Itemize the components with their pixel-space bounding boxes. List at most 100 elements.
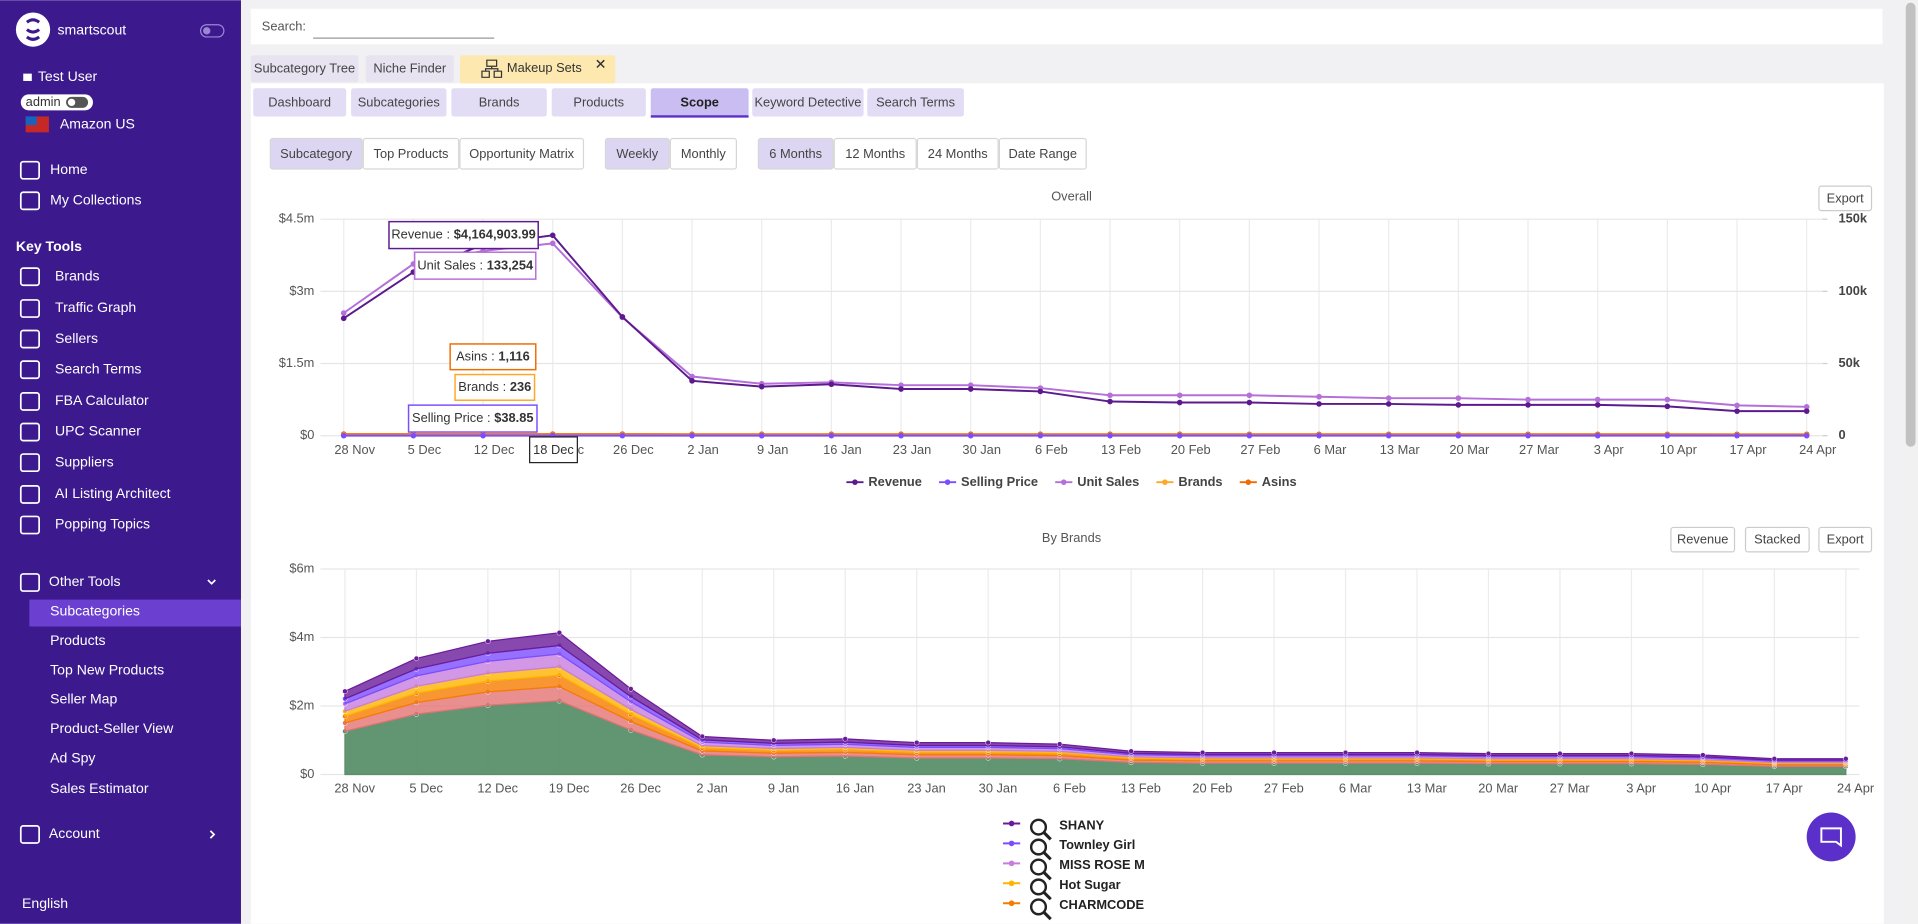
sub-tab[interactable]	[551, 88, 646, 117]
data-point[interactable]	[828, 432, 835, 439]
chart-button[interactable]	[1670, 526, 1736, 553]
data-point[interactable]	[1037, 388, 1044, 395]
data-point[interactable]	[1803, 432, 1810, 439]
scrollbar-thumb[interactable]	[1905, 2, 1916, 447]
nav-item[interactable]: Ad Spy	[50, 749, 95, 765]
data-point[interactable]	[342, 688, 348, 694]
nav-item[interactable]: Product-Seller View	[50, 720, 174, 736]
data-point[interactable]	[967, 432, 974, 439]
data-point[interactable]	[1803, 408, 1810, 414]
data-point[interactable]	[1843, 756, 1849, 762]
data-point[interactable]	[1525, 402, 1531, 408]
data-point[interactable]	[1455, 395, 1462, 401]
data-point[interactable]	[1385, 432, 1392, 439]
data-point[interactable]	[619, 314, 626, 320]
nav-item[interactable]: Seller Map	[50, 691, 117, 707]
legend-label[interactable]: Asins	[1262, 474, 1297, 489]
data-point[interactable]	[1271, 749, 1277, 756]
sub-tab[interactable]	[451, 88, 547, 117]
data-point[interactable]	[1246, 432, 1253, 439]
range-button[interactable]	[757, 137, 834, 170]
data-point[interactable]	[1455, 402, 1462, 408]
legend-label[interactable]: Revenue	[868, 474, 921, 489]
data-point[interactable]	[898, 382, 904, 388]
data-point[interactable]	[758, 432, 765, 439]
data-point[interactable]	[556, 630, 563, 636]
data-point[interactable]	[1734, 432, 1740, 439]
data-point[interactable]	[1128, 748, 1134, 754]
top-tab[interactable]	[365, 55, 454, 83]
interval-button[interactable]	[669, 137, 737, 170]
data-point[interactable]	[628, 686, 634, 692]
legend-label[interactable]: Hot Sugar	[1059, 877, 1120, 892]
legend-label[interactable]: Brands	[1178, 474, 1222, 489]
data-point[interactable]	[340, 310, 347, 316]
data-point[interactable]	[1734, 408, 1740, 414]
data-point[interactable]	[1594, 402, 1601, 408]
nav-item[interactable]: UPC Scanner	[55, 423, 141, 439]
data-point[interactable]	[1803, 404, 1810, 410]
data-point[interactable]	[689, 432, 695, 439]
data-point[interactable]	[689, 373, 695, 380]
data-point[interactable]	[340, 315, 347, 322]
data-point[interactable]	[1771, 756, 1778, 762]
data-point[interactable]	[1199, 749, 1206, 756]
nav-item[interactable]: Suppliers	[55, 453, 114, 469]
range-button[interactable]	[916, 137, 999, 170]
nav-item[interactable]: My Collections	[50, 192, 141, 208]
nav-group[interactable]: Account	[49, 825, 100, 841]
data-point[interactable]	[771, 737, 777, 743]
data-point[interactable]	[828, 381, 835, 388]
data-point[interactable]	[1414, 749, 1420, 756]
data-point[interactable]	[1385, 401, 1392, 407]
data-point[interactable]	[1107, 432, 1113, 439]
data-point[interactable]	[1664, 396, 1671, 403]
sub-tab[interactable]	[867, 88, 964, 117]
data-point[interactable]	[985, 739, 991, 746]
range-button[interactable]	[998, 137, 1087, 170]
interval-button[interactable]	[604, 137, 670, 170]
top-tab-active[interactable]	[459, 55, 616, 84]
data-point[interactable]	[1734, 402, 1740, 409]
data-point[interactable]	[967, 382, 974, 388]
sub-tab[interactable]	[351, 88, 447, 117]
legend-label[interactable]: Selling Price	[961, 474, 1038, 489]
nav-item[interactable]: Brands	[55, 267, 100, 283]
theme-toggle[interactable]	[199, 24, 225, 38]
nav-item[interactable]: FBA Calculator	[55, 392, 149, 408]
data-point[interactable]	[1700, 752, 1706, 758]
legend-label[interactable]: MISS ROSE M	[1059, 857, 1145, 872]
view-button[interactable]	[269, 137, 363, 170]
data-point[interactable]	[699, 733, 705, 740]
top-tab[interactable]	[250, 55, 359, 83]
data-point[interactable]	[549, 240, 556, 247]
data-point[interactable]	[340, 432, 347, 439]
nav-item[interactable]: Popping Topics	[55, 516, 150, 532]
nav-item[interactable]: Top New Products	[50, 661, 164, 677]
view-button[interactable]	[362, 137, 460, 170]
legend-label[interactable]: Unit Sales	[1077, 474, 1139, 489]
data-point[interactable]	[1455, 432, 1462, 439]
range-button[interactable]	[833, 137, 917, 170]
nav-item[interactable]: Traffic Graph	[55, 299, 136, 315]
sub-tab[interactable]	[752, 88, 864, 117]
nav-item[interactable]: Subcategories	[50, 603, 140, 619]
chart-button[interactable]	[1744, 526, 1810, 553]
search-bar[interactable]	[250, 8, 1883, 45]
data-point[interactable]	[480, 432, 486, 439]
data-point[interactable]	[1385, 395, 1392, 401]
language[interactable]: English	[22, 895, 68, 911]
data-point[interactable]	[1176, 392, 1183, 399]
data-point[interactable]	[1628, 750, 1635, 757]
data-point[interactable]	[1594, 432, 1601, 439]
nav-item[interactable]: Sellers	[55, 330, 98, 346]
nav-item[interactable]: Products	[50, 632, 105, 648]
legend-label[interactable]: Townley Girl	[1059, 837, 1135, 852]
nav-item[interactable]: Search Terms	[55, 360, 141, 376]
data-point[interactable]	[758, 383, 765, 390]
legend-label[interactable]: SHANY	[1059, 817, 1104, 832]
data-point[interactable]	[1485, 750, 1492, 757]
data-point[interactable]	[1664, 403, 1671, 410]
nav-item[interactable]: Home	[50, 161, 88, 177]
tab-close[interactable]	[596, 59, 605, 69]
